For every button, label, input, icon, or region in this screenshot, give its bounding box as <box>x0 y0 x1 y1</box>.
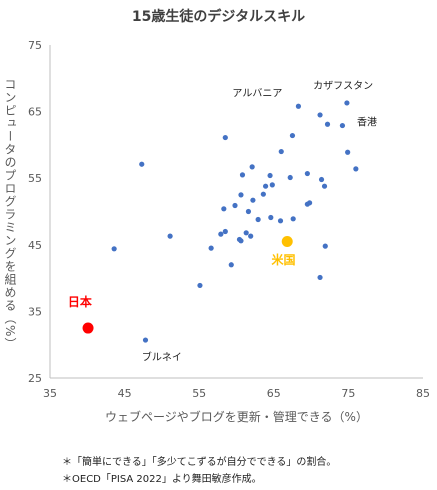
others-point <box>321 183 328 189</box>
others-point <box>228 262 234 268</box>
x-tick-label: 75 <box>341 387 355 400</box>
y-axis-label: コンピュータのプログラミングを組める（%） <box>3 78 17 351</box>
others-point <box>260 191 266 197</box>
others-point <box>278 148 284 155</box>
others-point <box>268 214 274 221</box>
others-point <box>307 200 313 206</box>
others-point <box>250 197 256 203</box>
others-point <box>318 176 325 183</box>
others-point <box>290 216 296 222</box>
others-point <box>317 112 323 118</box>
usa-point <box>281 235 293 247</box>
others-point <box>232 202 238 209</box>
y-tick-label: 45 <box>28 239 42 252</box>
y-tick-label: 65 <box>28 106 42 119</box>
others-point <box>324 121 331 127</box>
x-tick-label: 55 <box>192 387 206 400</box>
point-annotation: カザフスタン <box>313 80 373 92</box>
others-point <box>322 243 328 249</box>
others-point <box>262 183 269 189</box>
others-point <box>277 218 284 224</box>
y-tick-label: 55 <box>28 172 42 185</box>
point-annotation: 米国 <box>271 252 295 267</box>
others-point <box>222 134 228 141</box>
point-annotation: ブルネイ <box>142 351 182 364</box>
others-point <box>289 132 296 139</box>
x-axis-label: ウェブページやブログを更新・管理できる（%） <box>105 410 368 424</box>
others-point <box>197 282 203 289</box>
others-point <box>287 174 293 181</box>
others-point <box>238 192 244 198</box>
others-point <box>218 231 224 237</box>
others-point <box>317 274 323 281</box>
x-tick-label: 35 <box>43 387 57 400</box>
others-point <box>208 245 214 251</box>
y-tick-label: 75 <box>28 39 42 52</box>
point-annotation: 日本 <box>68 294 92 309</box>
others-point <box>249 164 255 170</box>
others-point <box>139 161 145 167</box>
others-point <box>345 149 351 155</box>
others-point <box>142 337 149 343</box>
others-point <box>245 208 252 215</box>
others-point <box>167 233 173 239</box>
others-point <box>269 182 275 188</box>
point-annotation: 香港 <box>357 117 377 129</box>
y-tick-label: 25 <box>28 372 42 385</box>
point-annotation: アルバニア <box>232 87 282 99</box>
x-tick-label: 65 <box>267 387 281 400</box>
y-tick-label: 35 <box>28 305 42 318</box>
others-point <box>239 172 246 178</box>
footnote-definition: ＊「簡単にできる」「多少てこずるが自分でできる」の割合。 <box>62 457 337 468</box>
others-point <box>295 103 302 109</box>
others-point <box>304 170 310 177</box>
others-point <box>344 100 350 106</box>
others-point <box>255 216 261 223</box>
japan-point <box>82 322 94 334</box>
others-point <box>111 246 117 252</box>
chart-title: 15歳生徒のデジタルスキル <box>131 9 306 25</box>
others-point <box>238 238 244 244</box>
others-point <box>221 206 227 212</box>
others-point <box>243 230 249 236</box>
others-point <box>222 228 228 235</box>
others-point <box>267 172 273 179</box>
x-tick-label: 85 <box>416 387 430 400</box>
others-point <box>353 166 359 172</box>
x-tick-label: 45 <box>118 387 132 400</box>
others-point <box>248 233 254 239</box>
others-point <box>339 122 346 129</box>
footnote-source: ＊OECD「PISA 2022」より舞田敏彦作成。 <box>62 474 262 485</box>
